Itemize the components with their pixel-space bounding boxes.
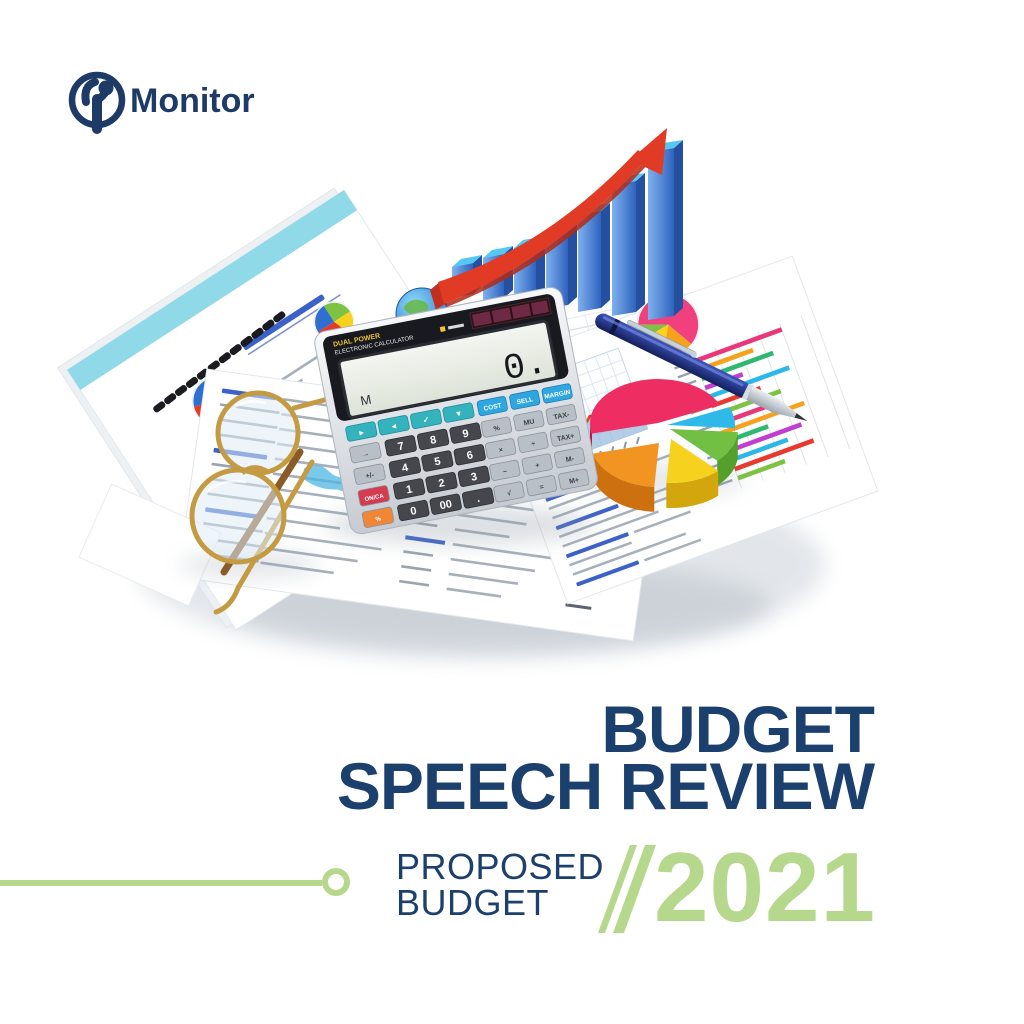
svg-text:9: 9 [462,428,470,441]
svg-text:+/-: +/- [365,472,375,481]
sheet-heading-placeholder [243,294,325,350]
poster-kicker: PROPOSED BUDGET [396,849,604,921]
poster-title-line2: SPEECH REVIEW [336,749,875,823]
monitor-logo: Monitor [68,71,255,134]
poster-title: BUDGET SPEECH REVIEW [336,692,875,823]
growth-arrow-icon [430,128,667,310]
svg-text:◂: ◂ [390,421,398,431]
svg-text:→: → [362,450,370,458]
monitor-logo-wordmark: Monitor [130,82,255,120]
svg-text:%: % [375,516,382,523]
pen-illustration [595,313,808,422]
svg-text:COST: COST [483,402,502,412]
sheet-header-band [67,190,358,390]
svg-text:TAX-: TAX- [553,411,571,421]
poster-kicker-line2: BUDGET [396,882,550,923]
display-memory-indicator: M [359,392,373,409]
svg-text:1: 1 [405,483,413,496]
svg-text:5: 5 [433,456,441,469]
svg-text:TAX+: TAX+ [556,433,575,443]
eyeglasses-illustration [180,387,365,615]
green-rule [0,880,322,886]
svg-text:ON/CA: ON/CA [364,493,385,503]
svg-text:M-: M- [565,455,575,464]
svg-text:8: 8 [429,434,437,447]
svg-text:=: = [539,484,544,492]
monitor-logo-icon [68,71,126,134]
display-value: 0. [500,342,550,390]
svg-text:▸: ▸ [358,427,366,437]
svg-text:✓: ✓ [422,415,430,425]
svg-text:3: 3 [470,471,478,484]
poster-year: 2021 [653,832,876,942]
svg-text:.: . [476,493,481,505]
svg-text:SELL: SELL [516,396,534,406]
svg-text:%: % [493,425,501,433]
calculator-illustration: DUAL POWER ELECTRONIC CALCULATOR M 0. ▸◂… [314,286,598,535]
poster-kicker-line1: PROPOSED [396,846,605,887]
calculator-display [337,319,559,419]
svg-text:0: 0 [409,505,417,518]
svg-text:2: 2 [438,477,446,490]
svg-text:MARGIN: MARGIN [544,389,572,401]
svg-text:6: 6 [466,449,474,462]
binding-comb [153,311,286,413]
pie-chart-3d [575,379,745,512]
svg-text:÷: ÷ [531,441,536,449]
svg-text:▾: ▾ [455,409,463,419]
svg-text:×: × [498,447,503,455]
svg-text:−: − [503,468,508,476]
svg-text:MU: MU [523,418,535,427]
svg-text:00: 00 [439,498,453,512]
svg-text:7: 7 [397,440,405,453]
svg-text:M+: M+ [569,477,580,486]
svg-text:√: √ [507,489,512,498]
green-rule-ring-icon [322,868,350,896]
svg-text:+: + [535,462,540,470]
svg-text:4: 4 [401,462,410,475]
poster-title-line1: BUDGET [601,692,875,766]
